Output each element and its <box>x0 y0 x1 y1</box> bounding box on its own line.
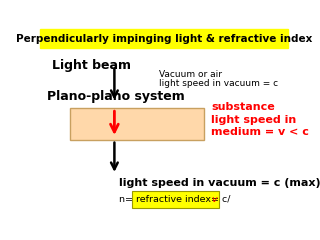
FancyBboxPatch shape <box>70 108 204 140</box>
Text: Vacuum or air: Vacuum or air <box>159 70 222 78</box>
Text: Plano-plano system: Plano-plano system <box>47 90 185 103</box>
Text: light speed in vacuum = c: light speed in vacuum = c <box>159 79 278 88</box>
Text: Perpendicularly impinging light & refractive index: Perpendicularly impinging light & refrac… <box>16 34 312 44</box>
Text: light speed in vacuum = c (max): light speed in vacuum = c (max) <box>119 178 320 188</box>
Text: substance: substance <box>211 102 275 112</box>
Text: Light beam: Light beam <box>52 59 132 72</box>
FancyBboxPatch shape <box>132 191 219 208</box>
Text: n= refractive index= c/: n= refractive index= c/ <box>119 195 231 204</box>
Text: v: v <box>212 195 217 204</box>
FancyBboxPatch shape <box>40 29 288 48</box>
Text: light speed in: light speed in <box>211 115 296 125</box>
Text: medium = v < c: medium = v < c <box>211 127 309 137</box>
